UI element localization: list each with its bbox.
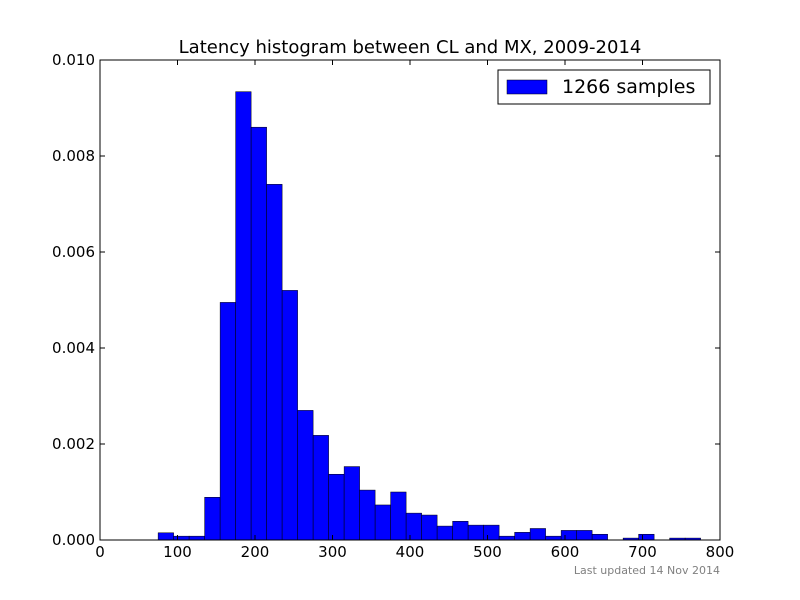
histogram-bar	[576, 530, 593, 541]
histogram-bar	[405, 512, 422, 541]
x-tick-label: 300	[318, 543, 347, 561]
histogram-bar	[312, 435, 329, 541]
y-tick-label: 0.002	[52, 435, 95, 453]
y-tick-label: 0.008	[52, 147, 95, 165]
histogram-bar	[235, 91, 252, 541]
y-tick-label: 0.006	[52, 243, 95, 261]
histogram-bar	[328, 473, 345, 541]
histogram-bar	[219, 302, 236, 541]
histogram-bar	[250, 126, 267, 541]
histogram-bar	[359, 489, 376, 541]
legend: 1266 samples	[497, 69, 711, 105]
histogram-bar	[452, 521, 469, 541]
histogram-bar	[436, 525, 453, 541]
x-tick-label: 500	[473, 543, 502, 561]
y-tick-label: 0.010	[52, 51, 95, 69]
histogram-bar	[390, 491, 407, 541]
legend-box	[497, 69, 711, 105]
histogram-bar	[514, 532, 531, 541]
chart-title: Latency histogram between CL and MX, 200…	[179, 37, 642, 58]
histogram-bar	[173, 535, 190, 541]
histogram-bar	[204, 497, 221, 541]
y-tick-label: 0.004	[52, 339, 95, 357]
x-tick-label: 600	[551, 543, 580, 561]
histogram-bar	[529, 528, 546, 541]
plot-area	[100, 60, 720, 540]
histogram-bar	[188, 535, 205, 541]
x-tick-label: 700	[628, 543, 657, 561]
x-tick-label: 800	[706, 543, 735, 561]
histogram-bar	[591, 533, 608, 541]
histogram-bar	[638, 533, 655, 541]
histogram-bar	[483, 524, 500, 541]
x-tick-label: 100	[163, 543, 192, 561]
x-tick-label: 400	[396, 543, 425, 561]
histogram-bar	[374, 504, 391, 541]
histogram-bar	[281, 290, 298, 541]
histogram-bar	[560, 530, 577, 541]
histogram-bar	[266, 184, 283, 541]
histogram-bar	[421, 514, 438, 541]
y-tick-label: 0.000	[52, 531, 95, 549]
histogram-bar	[157, 532, 174, 541]
legend-label: 1266 samples	[562, 76, 695, 98]
legend-swatch	[506, 79, 548, 95]
histogram-bar	[467, 524, 484, 541]
histogram-bar	[498, 535, 515, 541]
x-tick-label: 0	[95, 543, 105, 561]
histogram-bar	[545, 535, 562, 541]
x-axis: 0 100 200 300 400 500 600 700 800	[95, 60, 734, 561]
histogram-bar	[297, 410, 314, 541]
x-tick-label: 200	[241, 543, 270, 561]
last-updated-note: Last updated 14 Nov 2014	[574, 564, 720, 577]
y-axis: 0.000 0.002 0.004 0.006 0.008 0.010	[52, 51, 720, 549]
histogram-bar	[343, 466, 360, 541]
